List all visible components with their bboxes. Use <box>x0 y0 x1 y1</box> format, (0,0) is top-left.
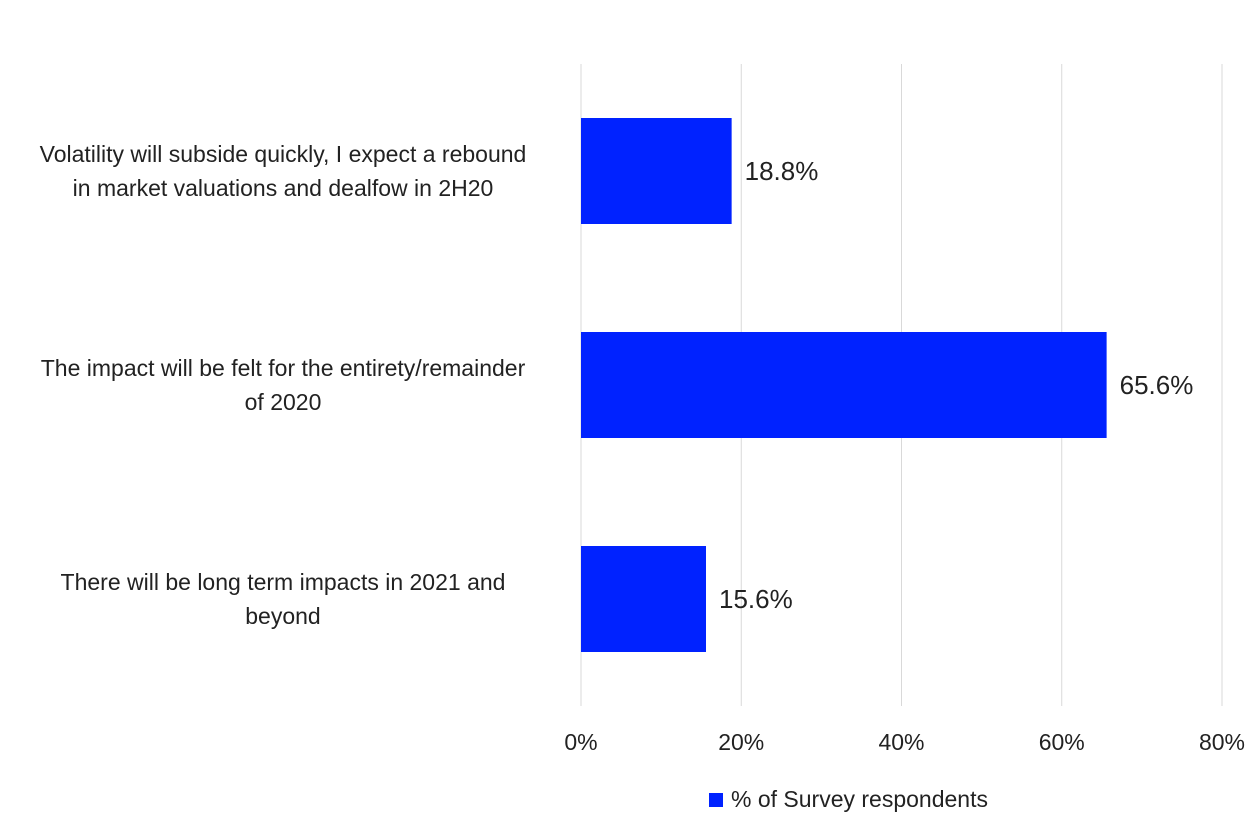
bar-0 <box>581 118 732 224</box>
x-tick-label-60: 60% <box>1039 729 1085 755</box>
data-label-2: 15.6% <box>719 584 793 614</box>
category-label-0-line-0: Volatility will subside quickly, I expec… <box>40 141 527 167</box>
category-label-2: There will be long term impacts in 2021 … <box>61 569 506 629</box>
bars <box>581 118 1107 652</box>
category-label-1: The impact will be felt for the entirety… <box>41 355 526 415</box>
x-tick-label-0: 0% <box>564 729 597 755</box>
x-tick-label-40: 40% <box>878 729 924 755</box>
category-label-1-line-0: The impact will be felt for the entirety… <box>41 355 526 381</box>
bar-2 <box>581 546 706 652</box>
category-label-0: Volatility will subside quickly, I expec… <box>40 141 527 201</box>
legend: % of Survey respondents <box>709 786 988 812</box>
category-label-0-line-1: in market valuations and dealfow in 2H20 <box>73 175 494 201</box>
category-label-2-line-0: There will be long term impacts in 2021 … <box>61 569 506 595</box>
x-tick-label-80: 80% <box>1199 729 1245 755</box>
data-label-0: 18.8% <box>745 156 819 186</box>
labels: 0% 20% 40% 60% 80% 18.8% Volatility will subsi… <box>40 141 1245 755</box>
category-label-2-line-1: beyond <box>245 603 320 629</box>
category-label-1-line-1: of 2020 <box>245 389 322 415</box>
legend-label: % of Survey respondents <box>731 786 988 812</box>
x-tick-label-20: 20% <box>718 729 764 755</box>
legend-swatch <box>709 793 723 807</box>
data-label-1: 65.6% <box>1120 370 1194 400</box>
bar-1 <box>581 332 1107 438</box>
